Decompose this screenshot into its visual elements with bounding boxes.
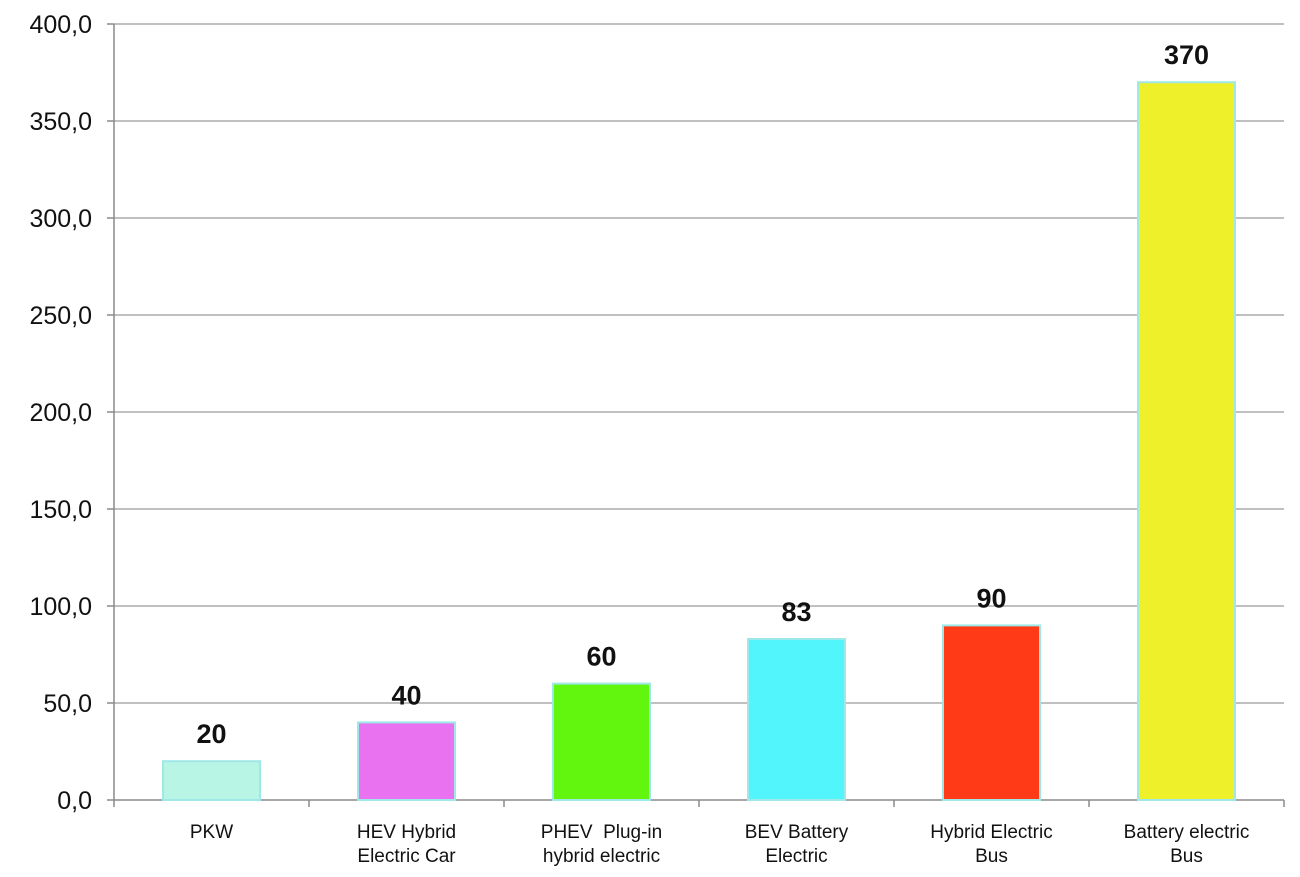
data-label: 60 <box>586 642 616 672</box>
data-label: 83 <box>781 597 811 627</box>
bar <box>162 760 261 802</box>
bars <box>162 81 1236 802</box>
data-label: 40 <box>391 680 421 710</box>
category-label: Electric Car <box>357 846 456 867</box>
axes <box>107 23 1285 807</box>
data-label: 370 <box>1164 40 1209 70</box>
y-tick-label: 250,0 <box>29 302 92 330</box>
category-label: Battery electric <box>1124 822 1250 843</box>
bar <box>942 624 1041 802</box>
bar <box>552 682 651 801</box>
data-label: 20 <box>196 719 226 749</box>
category-label: HEV Hybrid <box>357 822 456 843</box>
category-label: hybrid electric <box>543 846 660 867</box>
y-axis-tick-labels: 0,0 50,0 100,0 150,0 200,0 250,0 300,0 350,0 400… <box>29 11 92 815</box>
y-tick-label: 300,0 <box>29 205 92 233</box>
category-labels: PKW HEV Hybrid Electric Car PHEV Plug-in hyb… <box>190 822 1249 867</box>
category-label: Bus <box>975 846 1008 867</box>
y-tick-label: 50,0 <box>43 690 92 718</box>
data-label: 90 <box>976 583 1006 613</box>
gridlines <box>114 23 1284 704</box>
category-label: Electric <box>765 846 827 867</box>
y-tick-label: 150,0 <box>29 496 92 524</box>
bar <box>1137 81 1236 801</box>
bar <box>747 637 846 801</box>
y-tick-label: 350,0 <box>29 108 92 136</box>
category-label: PKW <box>190 822 233 843</box>
category-label: PHEV Plug-in <box>541 822 662 843</box>
y-tick-label: 100,0 <box>29 593 92 621</box>
category-label: Hybrid Electric <box>930 822 1052 843</box>
bar <box>357 721 456 802</box>
y-tick-label: 200,0 <box>29 399 92 427</box>
category-label: Bus <box>1170 846 1203 867</box>
y-tick-label: 0,0 <box>57 787 92 815</box>
category-label: BEV Battery <box>745 822 849 843</box>
data-labels: 20 40 60 83 90 370 <box>196 40 1209 749</box>
y-tick-label: 400,0 <box>29 11 92 39</box>
